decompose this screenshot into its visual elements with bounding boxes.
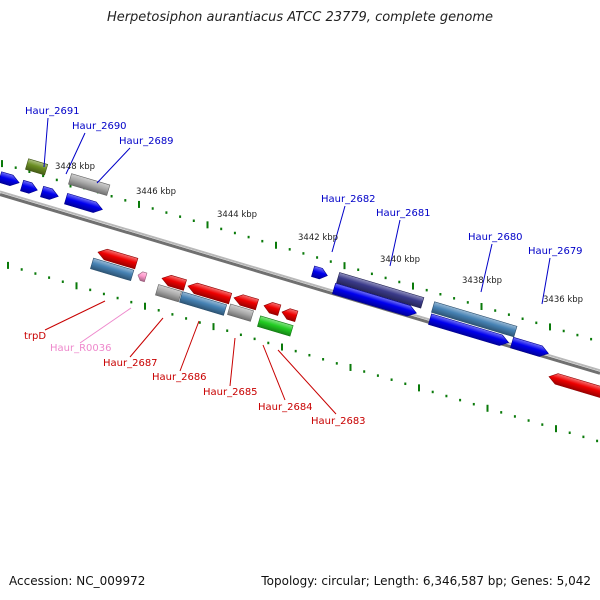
label-haur-2684: Haur_2684 — [258, 402, 313, 413]
gene-haur-2679 — [510, 336, 549, 357]
gene-haur-2691 — [0, 171, 20, 187]
label-haur-2683: Haur_2683 — [311, 416, 366, 427]
label-haur-r0036-leader — [79, 307, 132, 344]
gene-arrow-shape — [332, 282, 417, 317]
label-haur-2687-leader — [129, 317, 164, 358]
gene-arrow-shape — [233, 294, 259, 311]
accession-text: Accession: NC_009972 — [9, 574, 146, 588]
gene-red-right — [548, 373, 600, 400]
label-haur-2680: Haur_2680 — [468, 232, 523, 243]
gene-haur-2687 — [161, 274, 187, 291]
label-haur-2684-leader — [262, 344, 286, 401]
scale-label: 3436 kbp — [543, 295, 583, 305]
gene-arrow-shape — [64, 193, 103, 213]
label-haur-2690-leader — [65, 132, 86, 175]
label-haur-r0036: Haur_R0036 — [50, 343, 112, 354]
gene-arrow-shape — [311, 265, 328, 280]
label-haur-2681: Haur_2681 — [376, 208, 431, 219]
gene-haur-2683 — [281, 308, 299, 322]
gene-haur-2689-part — [64, 193, 103, 213]
gene-forward-small — [20, 179, 38, 194]
gene-arrow-shape — [155, 284, 182, 303]
label-haur-2680-leader — [480, 243, 493, 293]
label-haur-2690: Haur_2690 — [72, 121, 127, 132]
gene-arrow-shape — [548, 373, 600, 400]
gene-green — [257, 315, 294, 337]
gene-arrow-shape — [68, 173, 111, 196]
label-haur-2691: Haur_2691 — [25, 106, 80, 117]
label-haur-2691-leader — [43, 117, 49, 168]
label-haur-2679-leader — [541, 257, 551, 305]
label-haur-2689-leader — [96, 147, 131, 184]
gene-arrow-shape — [40, 185, 59, 200]
scale-label: 3442 kbp — [298, 233, 338, 243]
label-haur-2682-leader — [331, 205, 346, 253]
label-haur-2686: Haur_2686 — [152, 372, 207, 383]
gene-arrow-shape — [20, 179, 38, 194]
gene-arrow-shape — [263, 302, 282, 316]
gene-arrow-shape — [428, 313, 510, 346]
gene-haur-2680 — [431, 301, 518, 338]
label-haur-2679: Haur_2679 — [528, 246, 583, 257]
scale-label: 3446 kbp — [136, 187, 176, 197]
scale-label: 3448 kbp — [55, 162, 95, 172]
label-haur-2687: Haur_2687 — [103, 358, 158, 369]
label-haur-2686-leader — [179, 320, 200, 372]
label-haur-2685: Haur_2685 — [203, 387, 258, 398]
label-leader-lines — [43, 117, 551, 415]
upper-tick-row — [1, 160, 593, 341]
gene-steel-left — [90, 257, 135, 282]
gene-features — [0, 158, 600, 400]
topology-summary: Topology: circular; Length: 6,346,587 bp… — [261, 574, 591, 588]
gene-arrow-shape — [137, 271, 148, 283]
gene-haur-r0036 — [137, 271, 148, 283]
label-trpD-leader — [44, 300, 106, 331]
gene-forward-tiny — [311, 265, 328, 280]
gene-arrow-shape — [336, 272, 425, 309]
gene-arrow-shape — [179, 291, 228, 316]
map-title: Herpetosiphon aurantiacus ATCC 23779, co… — [106, 10, 494, 25]
label-haur-2681-leader — [389, 219, 401, 267]
gene-arrow-shape — [161, 274, 187, 291]
gene-haur-2679-part — [428, 313, 510, 346]
gene-haur-2689 — [68, 173, 111, 196]
scale-label: 3438 kbp — [462, 276, 502, 286]
labels: Haur_2691Haur_2690Haur_2689Haur_2682Haur… — [24, 106, 583, 427]
gene-arrow-shape — [187, 282, 233, 305]
gene-arrow-shape — [97, 248, 139, 270]
gene-haur-2682 — [336, 272, 425, 309]
gene-arrow-shape — [257, 315, 294, 337]
label-haur-2689: Haur_2689 — [119, 136, 174, 147]
gene-arrow-shape — [510, 336, 549, 357]
label-haur-2682: Haur_2682 — [321, 194, 376, 205]
lower-tick-row — [7, 261, 599, 443]
gene-arrow-shape — [0, 171, 20, 187]
gene-haur-2685 — [233, 294, 259, 311]
gene-arrow-shape — [431, 301, 518, 338]
gene-grey-mid — [155, 284, 182, 303]
gene-grey-mid-2 — [227, 303, 254, 322]
gene-arrow-shape — [281, 308, 299, 322]
gene-trpD — [97, 248, 139, 270]
gene-forward-small-2 — [40, 185, 59, 200]
scale-label: 3440 kbp — [380, 255, 420, 265]
label-haur-2685-leader — [229, 337, 236, 387]
label-trpD: trpD — [24, 331, 46, 342]
label-haur-2683-leader — [277, 349, 337, 415]
gene-arrow-shape — [90, 257, 135, 282]
scale-ticks — [1, 160, 599, 443]
gene-arrow-shape — [227, 303, 254, 322]
gene-steel-mid — [179, 291, 228, 316]
gene-haur-2686 — [187, 282, 233, 305]
gene-arrow-shape — [25, 158, 49, 176]
scale-label: 3444 kbp — [217, 210, 257, 220]
gene-haur-2684 — [263, 302, 282, 316]
gene-haur-2681 — [332, 282, 417, 317]
gene-haur-2690 — [25, 158, 49, 176]
